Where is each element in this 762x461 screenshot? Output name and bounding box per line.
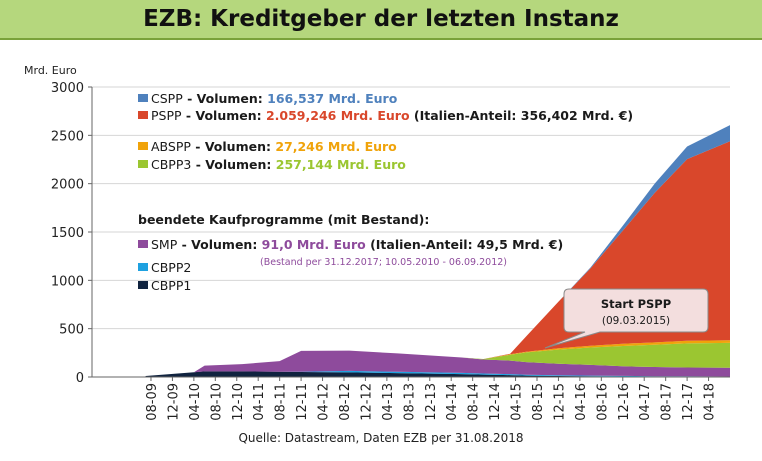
chart: 0 500 1000 1500 2000 2500 3000 08-09 12-09 04-10 0… xyxy=(24,64,731,421)
x-tick-label: 08-12 xyxy=(338,383,353,421)
x-tick-label: 08-15 xyxy=(531,383,546,421)
axis-layer: 0 500 1000 1500 2000 2500 3000 08-09 12-09 04-10 0… xyxy=(51,81,730,421)
legend-label: - Volumen: xyxy=(182,108,266,123)
legend-swatch xyxy=(138,240,148,248)
x-tick-label: 12-15 xyxy=(552,383,567,421)
legend-swatch xyxy=(138,281,148,289)
legend: CSPP - Volumen: 166,537 Mrd. Euro PSPP - … xyxy=(138,91,633,293)
x-tick-label: 04-15 xyxy=(510,383,525,421)
callout-date: (09.03.2015) xyxy=(602,315,670,327)
title-bar: EZB: Kreditgeber der letzten Instanz xyxy=(0,0,762,40)
svg-text:CSPP - Volumen: 166,537 Mrd. E: CSPP - Volumen: 166,537 Mrd. Euro xyxy=(151,91,398,106)
x-tick-label: 08-09 xyxy=(145,383,160,421)
x-tick-label: 04-13 xyxy=(381,383,396,421)
legend-label: - Volumen: xyxy=(191,157,275,172)
x-tick-label: 12-13 xyxy=(424,383,439,421)
legend-name: CBPP1 xyxy=(151,278,191,293)
legend-item-abspp: ABSPP - Volumen: 27,246 Mrd. Euro xyxy=(138,139,397,154)
svg-text:SMP - Volumen: 91,0 Mrd. Euro: SMP - Volumen: 91,0 Mrd. Euro (Italien-A… xyxy=(151,237,563,252)
x-tick-label: 04-10 xyxy=(188,383,203,421)
legend-value: 27,246 Mrd. Euro xyxy=(275,139,397,154)
x-tick-label: 12-12 xyxy=(359,383,374,421)
x-tick-label: 12-14 xyxy=(488,383,503,421)
x-tick-label: 04-14 xyxy=(445,383,460,421)
legend-item-cbpp2: CBPP2 xyxy=(138,260,191,275)
legend-swatch xyxy=(138,160,148,168)
x-tick-label: 08-10 xyxy=(209,383,224,421)
y-tick-label: 500 xyxy=(59,323,84,338)
legend-item-cbpp1: CBPP1 xyxy=(138,278,191,293)
area-abspp xyxy=(145,340,731,376)
source-note: Quelle: Datastream, Daten EZB per 31.08.… xyxy=(238,431,524,445)
callout-bubble xyxy=(544,288,709,349)
legend-swatch xyxy=(138,94,148,102)
y-tick-label: 0 xyxy=(76,371,84,386)
legend-swatch xyxy=(138,263,148,271)
x-tick-label: 04-11 xyxy=(252,383,267,421)
smp-note: (Bestand per 31.12.2017; 10.05.2010 - 06… xyxy=(260,257,507,268)
x-tick-label: 12-10 xyxy=(231,383,246,421)
legend-item-pspp: PSPP - Volumen: 2.059,246 Mrd. Euro (Ita… xyxy=(138,108,633,123)
y-tick-label: 1500 xyxy=(51,226,84,241)
legend-label: - Volumen: xyxy=(191,139,275,154)
legend-value: 166,537 Mrd. Euro xyxy=(267,91,398,106)
x-tick-label: 04-12 xyxy=(317,383,332,421)
legend-name: CBPP3 xyxy=(151,157,191,172)
legend-label: - Volumen: xyxy=(177,237,261,252)
x-tick-label: 12-11 xyxy=(295,383,310,421)
x-tick-label: 12-17 xyxy=(681,383,696,421)
legend-value: 2.059,246 Mrd. Euro xyxy=(266,108,410,123)
legend-ended-heading: beendete Kaufprogramme (mit Bestand): xyxy=(138,212,429,227)
legend-name: PSPP xyxy=(151,108,182,123)
x-tick-label: 08-13 xyxy=(402,383,417,421)
legend-name: CBPP2 xyxy=(151,260,191,275)
svg-text:ABSPP - Volumen: 27,246 Mrd. E: ABSPP - Volumen: 27,246 Mrd. Euro xyxy=(151,139,397,154)
y-axis-label: Mrd. Euro xyxy=(24,64,77,77)
x-tick-label: 08-17 xyxy=(660,383,675,421)
legend-label: - Volumen: xyxy=(183,91,267,106)
y-tick-label: 2000 xyxy=(51,178,84,193)
legend-item-cbpp3: CBPP3 - Volumen: 257,144 Mrd. Euro xyxy=(138,157,406,172)
legend-suffix: (Italien-Anteil: 49,5 Mrd. €) xyxy=(366,237,563,252)
x-tick-label: 08-14 xyxy=(467,383,482,421)
start-pspp-callout: Start PSPP (09.03.2015) xyxy=(544,288,709,349)
x-tick-label: 04-17 xyxy=(638,383,653,421)
legend-swatch xyxy=(138,111,148,119)
legend-value: 91,0 Mrd. Euro xyxy=(262,237,366,252)
x-tick-label: 04-16 xyxy=(574,383,589,421)
svg-text:CBPP3 - Volumen: 257,144 Mrd.: CBPP3 - Volumen: 257,144 Mrd. Euro xyxy=(151,157,406,172)
legend-item-cspp: CSPP - Volumen: 166,537 Mrd. Euro xyxy=(138,91,398,106)
area-smp xyxy=(145,350,731,377)
svg-text:CBPP2: CBPP2 xyxy=(151,260,191,275)
legend-name: CSPP xyxy=(151,91,183,106)
y-tick-label: 2500 xyxy=(51,129,84,144)
callout-title: Start PSPP xyxy=(601,297,671,311)
x-tick-label: 04-18 xyxy=(703,383,718,421)
area-cbpp2 xyxy=(145,370,731,377)
legend-swatch xyxy=(138,142,148,150)
legend-name: ABSPP xyxy=(151,139,191,154)
x-tick-label: 08-11 xyxy=(274,383,289,421)
svg-text:CBPP1: CBPP1 xyxy=(151,278,191,293)
y-tick-label: 3000 xyxy=(51,81,84,96)
y-tick-label: 1000 xyxy=(51,274,84,289)
area-cbpp3 xyxy=(145,342,731,376)
area-cbpp1 xyxy=(145,371,731,377)
x-tick-label: 12-09 xyxy=(166,383,181,421)
legend-name: SMP xyxy=(151,237,178,252)
svg-text:PSPP - Volumen: 2.059,246 Mrd.: PSPP - Volumen: 2.059,246 Mrd. Euro (Ita… xyxy=(151,108,633,123)
page-title: EZB: Kreditgeber der letzten Instanz xyxy=(143,6,619,32)
x-tick-label: 08-16 xyxy=(595,383,610,421)
legend-suffix: (Italien-Anteil: 356,402 Mrd. €) xyxy=(410,108,634,123)
legend-value: 257,144 Mrd. Euro xyxy=(276,157,407,172)
legend-item-smp: SMP - Volumen: 91,0 Mrd. Euro (Italien-A… xyxy=(138,237,563,252)
x-tick-label: 12-16 xyxy=(617,383,632,421)
